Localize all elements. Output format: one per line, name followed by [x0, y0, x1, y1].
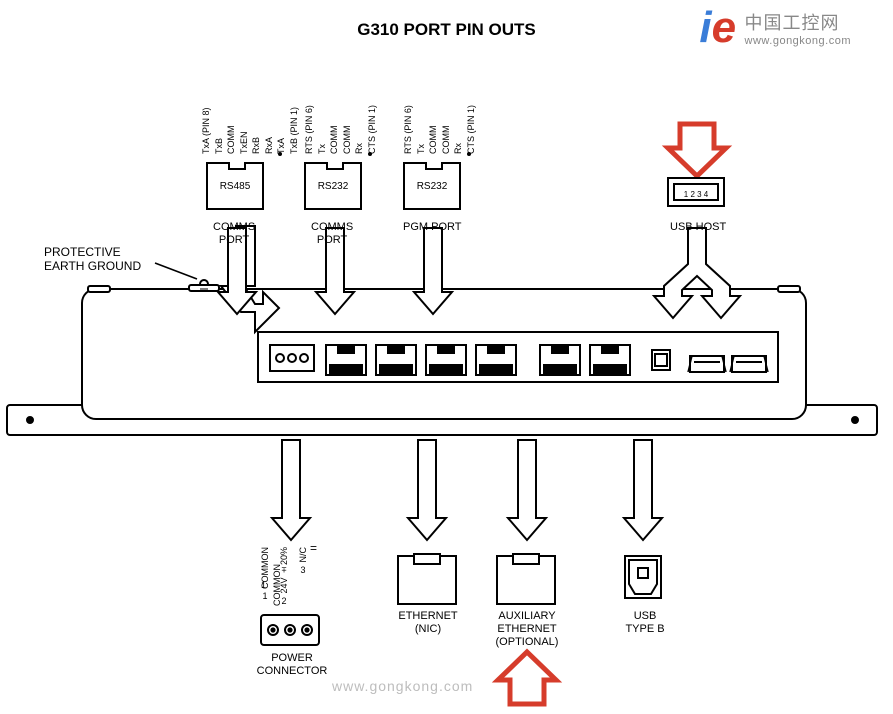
caption-power: POWER CONNECTOR: [255, 652, 329, 678]
caption-comms-1: COMMS PORT: [213, 221, 255, 247]
port-rs485: RS485: [206, 162, 264, 210]
port-rs232-1: RS232: [304, 162, 362, 210]
pins-rs232-1: RTS (PIN 6) Tx COMM COMM Rx CTS (PIN 1): [304, 105, 377, 154]
caption-auxeth: AUXILIARY ETHERNET (OPTIONAL): [490, 610, 564, 650]
red-arrow-usb-host: [668, 124, 726, 176]
pe-label: PROTECTIVE EARTH GROUND: [44, 245, 141, 274]
red-arrow-aux-eth: [498, 652, 556, 704]
caption-comms-2: COMMS PORT: [311, 221, 353, 247]
pins-rs485: TxA (PIN 8) TxB COMM TxEN RxB RxA TxA Tx…: [201, 107, 299, 154]
pins-rs232-2: RTS (PIN 6) Tx COMM COMM Rx CTS (PIN 1): [403, 105, 476, 154]
power-align-mark: =: [310, 541, 317, 555]
caption-usbhost: USB HOST: [670, 221, 726, 234]
port-rs232-2: RS232: [403, 162, 461, 210]
caption-pgm: PGM PORT: [403, 221, 461, 234]
footer-watermark: www.gongkong.com: [332, 678, 473, 694]
caption-usbb: USB TYPE B: [625, 610, 665, 636]
caption-eth: ETHERNET (NIC): [398, 610, 458, 636]
power-pins-row: COMMON 1 24V ±20% 2 N/C 3: [260, 547, 308, 606]
usb-host-pins: 1 2 3 4: [684, 190, 709, 199]
